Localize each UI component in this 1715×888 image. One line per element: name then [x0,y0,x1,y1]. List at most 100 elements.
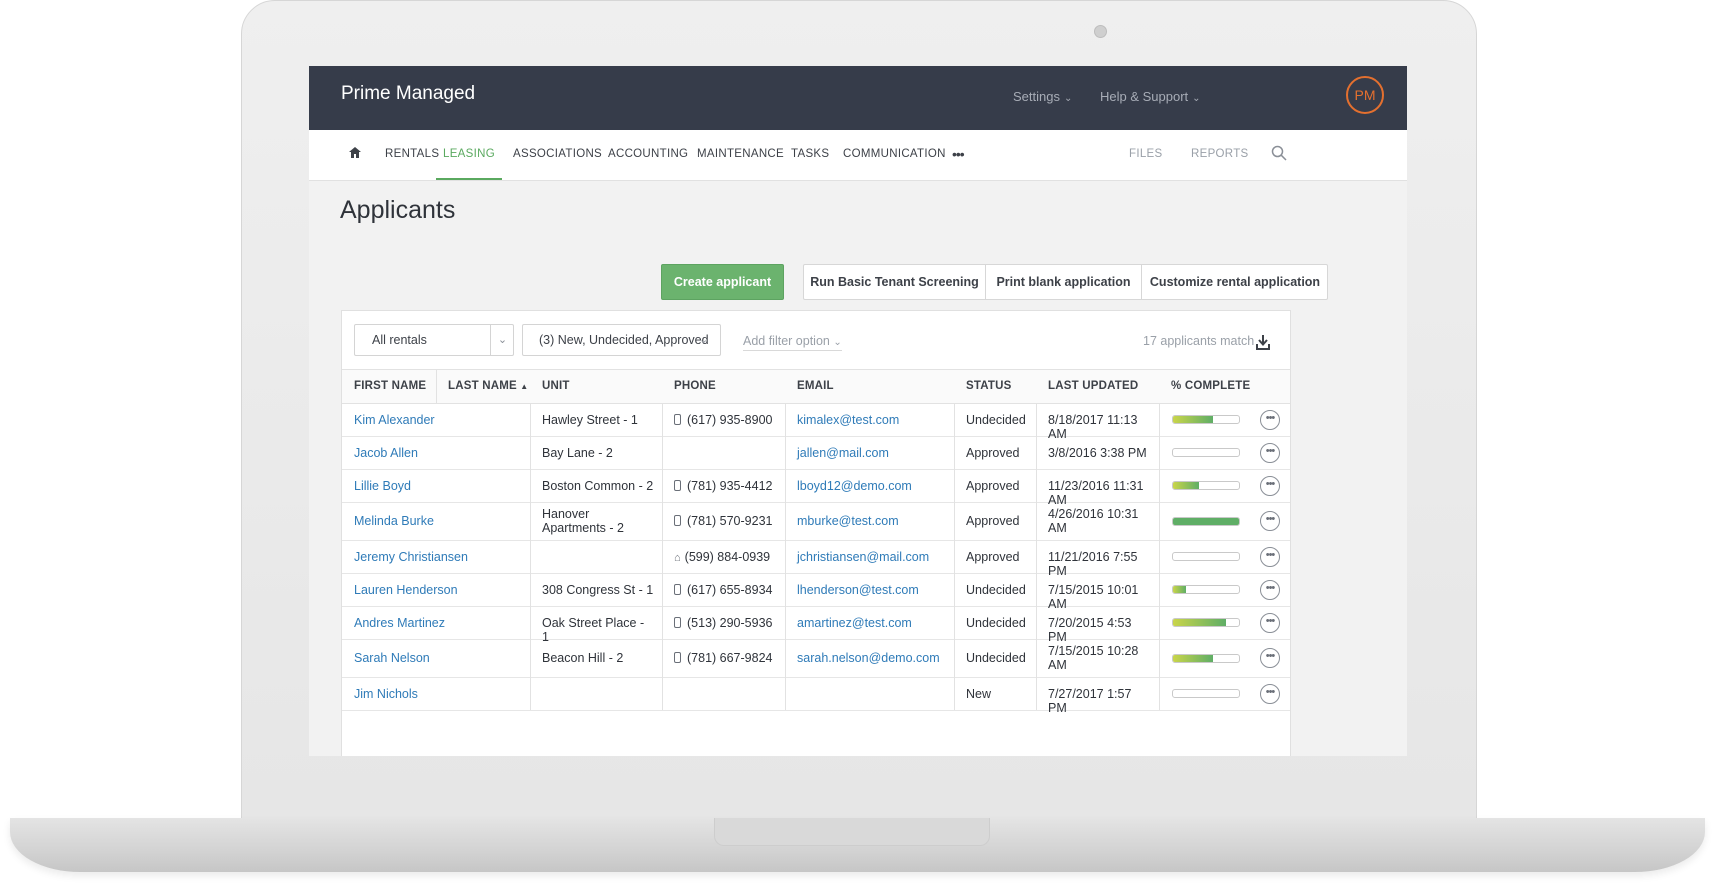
print-application-button[interactable]: Print blank application [996,275,1131,289]
divider [530,606,531,639]
add-filter-option[interactable]: Add filter option ⌄ [743,334,842,351]
divider [662,606,663,639]
avatar[interactable]: PM [1346,76,1384,114]
divider [662,540,663,573]
more-options-icon[interactable]: ••• [1260,684,1280,704]
table-header: FIRST NAME LAST NAME ▲ UNIT PHONE EMAIL … [342,369,1290,404]
applicant-name-link[interactable]: Melinda Burke [354,514,434,528]
col-email[interactable]: EMAIL [797,380,834,392]
nav-associations[interactable]: ASSOCIATIONS [513,148,603,160]
email-link[interactable]: jallen@mail.com [797,446,889,460]
download-icon[interactable] [1256,335,1270,355]
rentals-filter-select[interactable]: All rentals ⌄ [354,324,514,356]
nav-files[interactable]: FILES [1129,148,1163,160]
table-row[interactable]: Jacob Allen Bay Lane - 2 jallen@mail.com Ap… [342,436,1290,470]
table-row[interactable]: Melinda Burke Hanover Apartments - 2 (781)… [342,502,1290,541]
unit-cell: Hanover Apartments - 2 [542,507,624,535]
divider [1036,469,1037,502]
phone-number: (781) 667-9824 [687,651,773,665]
more-nav-icon[interactable]: ••• [952,146,965,162]
table-row[interactable]: Andres Martinez Oak Street Place - 1 (513)… [342,606,1290,644]
divider [954,677,955,710]
unit-cell: Oak Street Place - 1 [542,616,645,644]
more-options-icon[interactable]: ••• [1260,613,1280,633]
divider [1159,677,1160,710]
divider [530,540,531,573]
email-link[interactable]: lboyd12@demo.com [797,479,912,493]
completion-progress-bar [1172,552,1240,561]
help-support-menu[interactable]: Help & Support ⌄ [1100,89,1201,104]
divider [785,639,786,677]
nav-maintenance[interactable]: MAINTENANCE [697,148,785,160]
applicant-name-link[interactable]: Kim Alexander [354,413,435,427]
match-count: 17 applicants match [1143,334,1255,348]
col-phone[interactable]: PHONE [674,380,716,392]
email-link[interactable]: sarah.nelson@demo.com [797,651,940,665]
table-row[interactable]: Lillie Boyd Boston Common - 2 (781) 935-44… [342,469,1290,507]
divider [1036,436,1037,469]
nav-reports[interactable]: REPORTS [1191,148,1249,160]
divider [1036,403,1037,436]
applicant-name-link[interactable]: Jeremy Christiansen [354,550,468,564]
email-link[interactable]: lhenderson@test.com [797,583,919,597]
table-row[interactable]: Kim Alexander Hawley Street - 1 (617) 935-… [342,403,1290,441]
col-last-updated[interactable]: LAST UPDATED [1048,380,1139,392]
applicant-name-link[interactable]: Jim Nichols [354,687,418,701]
divider [785,540,786,573]
unit-cell: Boston Common - 2 [542,479,654,493]
search-icon[interactable] [1271,131,1287,181]
nav-communication[interactable]: COMMUNICATION [843,148,946,160]
completion-progress-bar [1172,517,1240,526]
nav-tasks[interactable]: TASKS [791,148,830,160]
divider [785,677,786,710]
status-cell: Approved [966,479,1020,493]
divider [436,370,437,403]
table-row[interactable]: Jim Nichols New 7/27/2017 1:57 PM ••• [342,677,1290,715]
status-filter-select[interactable]: (3) New, Undecided, Approved ⌄ [522,324,721,356]
divider [530,677,531,710]
more-options-icon[interactable]: ••• [1260,547,1280,567]
nav-rentals[interactable]: RENTALS [385,148,440,160]
divider [1036,573,1037,606]
table-row[interactable]: Lauren Henderson 308 Congress St - 1 (617)… [342,573,1290,611]
rentals-filter-value: All rentals [372,333,427,347]
completion-progress-bar [1172,689,1240,698]
email-link[interactable]: jchristiansen@mail.com [797,550,930,564]
col-last-name[interactable]: LAST NAME ▲ [448,370,528,403]
email-link[interactable]: mburke@test.com [797,514,899,528]
more-options-icon[interactable]: ••• [1260,648,1280,668]
applicant-name-link[interactable]: Andres Martinez [354,616,446,630]
nav-accounting[interactable]: ACCOUNTING [608,148,689,160]
email-link[interactable]: amartinez@test.com [797,616,912,630]
last-updated-cell: 7/15/2015 10:28 AM [1048,644,1139,672]
more-options-icon[interactable]: ••• [1260,511,1280,531]
applicant-name-link[interactable]: Sarah Nelson [354,651,430,665]
col-status[interactable]: STATUS [966,380,1012,392]
divider [1159,502,1160,540]
customize-application-button[interactable]: Customize rental application [1149,275,1321,289]
run-screening-button[interactable]: Run Basic Tenant Screening [810,275,979,289]
col-percent-complete[interactable]: % COMPLETE [1171,380,1251,392]
col-first-name[interactable]: FIRST NAME [354,380,427,392]
status-cell: Undecided [966,413,1026,427]
table-row[interactable]: Sarah Nelson Beacon Hill - 2 (781) 667-982… [342,639,1290,678]
more-options-icon[interactable]: ••• [1260,476,1280,496]
more-options-icon[interactable]: ••• [1260,443,1280,463]
nav-leasing[interactable]: LEASING [436,130,502,180]
chevron-down-icon: ⌄ [699,334,709,346]
home-icon[interactable] [349,130,361,180]
applicant-name-link[interactable]: Jacob Allen [354,446,418,460]
divider [662,677,663,710]
applicant-name-link[interactable]: Lauren Henderson [354,583,458,597]
applicant-name-link[interactable]: Lillie Boyd [354,479,411,493]
create-applicant-button[interactable]: Create applicant [661,264,784,300]
phone-cell: (781) 667-9824 [674,651,772,665]
divider [1159,639,1160,677]
settings-menu[interactable]: Settings ⌄ [1013,89,1072,104]
col-unit[interactable]: UNIT [542,380,570,392]
email-link[interactable]: kimalex@test.com [797,413,900,427]
table-row[interactable]: Jeremy Christiansen ⌂ (599) 884-0939 jchris… [342,540,1290,578]
more-options-icon[interactable]: ••• [1260,410,1280,430]
divider [1036,606,1037,639]
more-options-icon[interactable]: ••• [1260,580,1280,600]
